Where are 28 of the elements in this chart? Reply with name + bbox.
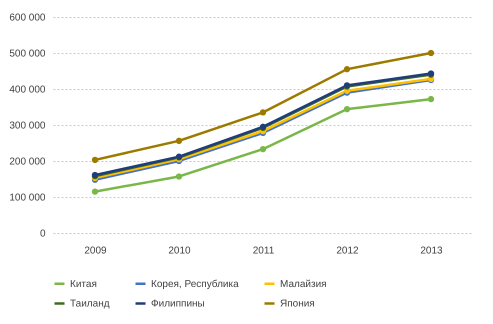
legend-label: Китая <box>70 278 97 290</box>
y-tick-label: 0 <box>40 228 46 240</box>
legend-label: Таиланд <box>70 298 110 310</box>
y-tick-label: 400 000 <box>9 84 46 96</box>
legend-label: Корея, Республика <box>151 278 240 290</box>
legend-label: Филиппины <box>151 298 205 310</box>
point <box>344 106 350 112</box>
point <box>428 96 434 102</box>
x-tick-label: 2010 <box>168 246 192 256</box>
point <box>92 188 98 195</box>
point <box>260 109 266 116</box>
y-tick-label: 600 000 <box>9 12 46 24</box>
legend-label: Япония <box>280 298 315 310</box>
x-tick-label: 2012 <box>336 246 360 256</box>
point <box>260 146 266 152</box>
x-tick-label: 2013 <box>420 246 444 256</box>
point <box>428 50 434 56</box>
point <box>176 173 182 180</box>
y-tick-label: 100 000 <box>9 192 46 204</box>
point <box>344 66 350 72</box>
y-tick-label: 500 000 <box>9 48 46 60</box>
legend-label: Малайзия <box>280 278 327 290</box>
y-tick-label: 200 000 <box>9 156 46 168</box>
point <box>92 156 98 164</box>
y-tick-label: 300 000 <box>9 120 46 132</box>
x-tick-label: 2009 <box>84 246 108 256</box>
point <box>176 138 182 144</box>
x-tick-label: 2011 <box>252 246 275 256</box>
